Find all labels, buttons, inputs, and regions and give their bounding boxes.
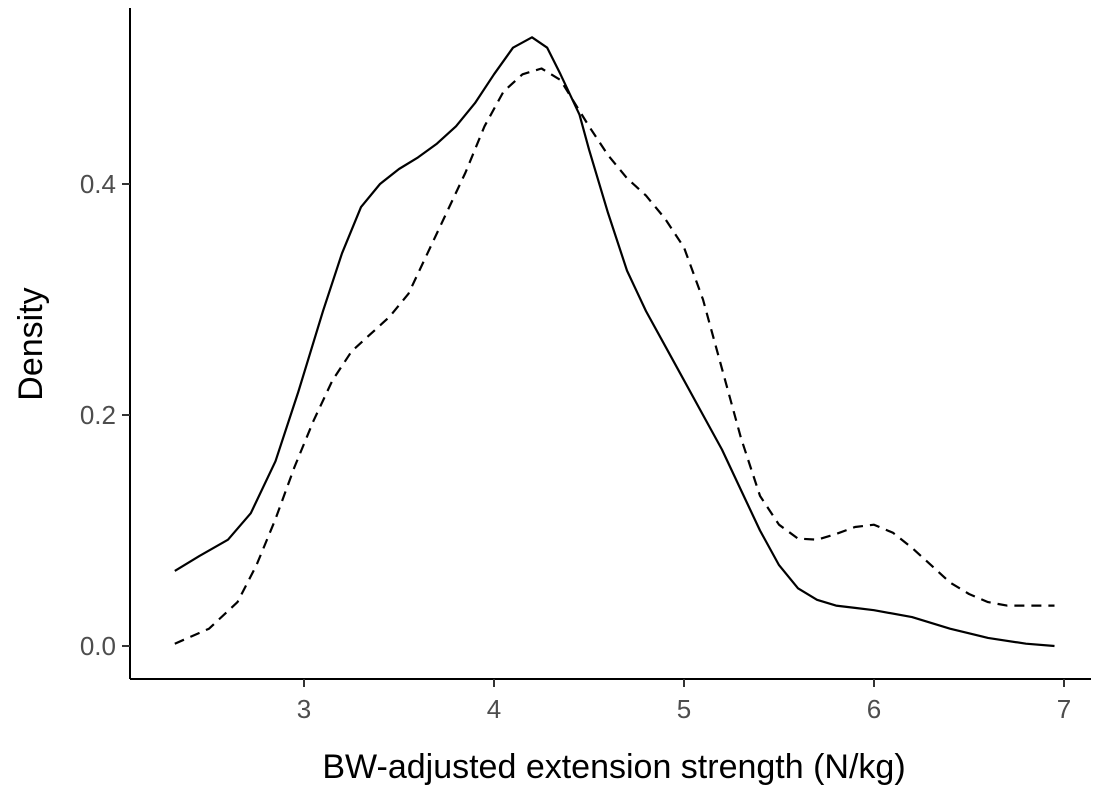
series-layer bbox=[174, 36, 1055, 648]
x-tick-label: 7 bbox=[1057, 694, 1071, 724]
y-tick-label: 0.0 bbox=[80, 631, 116, 661]
x-axis-ticks: 3 4 5 6 7 bbox=[297, 679, 1071, 724]
y-axis-ticks: 0.0 0.2 0.4 bbox=[80, 169, 130, 661]
series-line-dashed bbox=[174, 67, 1055, 645]
x-tick-label: 6 bbox=[867, 694, 881, 724]
series-line-solid bbox=[174, 36, 1055, 648]
x-tick-label: 4 bbox=[487, 694, 501, 724]
y-axis-title: Density bbox=[12, 287, 50, 400]
x-tick-label: 5 bbox=[677, 694, 691, 724]
x-axis-title: BW-adjusted extension strength (N/kg) bbox=[322, 748, 905, 786]
y-tick-label: 0.4 bbox=[80, 169, 116, 199]
y-tick-label: 0.2 bbox=[80, 400, 116, 430]
x-tick-label: 3 bbox=[297, 694, 311, 724]
